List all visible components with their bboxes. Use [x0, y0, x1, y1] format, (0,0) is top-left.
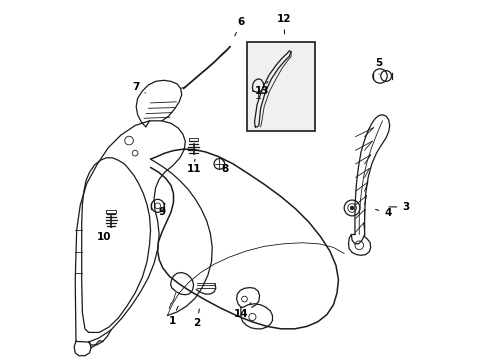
Text: 9: 9	[158, 203, 165, 217]
Bar	[247, 41, 314, 131]
Text: 7: 7	[132, 82, 145, 93]
Text: 3: 3	[388, 202, 408, 212]
Text: 14: 14	[233, 303, 250, 319]
Text: 13: 13	[254, 81, 268, 96]
Text: 4: 4	[375, 208, 391, 218]
Text: 10: 10	[97, 227, 112, 242]
Text: 5: 5	[375, 58, 382, 74]
Text: 1: 1	[168, 306, 178, 325]
Text: 2: 2	[193, 309, 201, 328]
Text: 6: 6	[234, 17, 244, 36]
Text: 11: 11	[186, 159, 201, 174]
Text: 8: 8	[221, 160, 228, 174]
Circle shape	[349, 206, 353, 210]
Text: 12: 12	[276, 14, 290, 34]
